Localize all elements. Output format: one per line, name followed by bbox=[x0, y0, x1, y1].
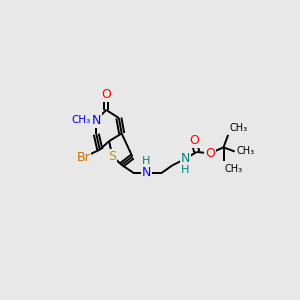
Text: O: O bbox=[189, 134, 199, 147]
Text: CH₃: CH₃ bbox=[229, 123, 248, 133]
Text: CH₃: CH₃ bbox=[71, 115, 90, 125]
Text: H: H bbox=[142, 156, 151, 166]
Text: O: O bbox=[205, 147, 215, 160]
Text: N: N bbox=[181, 152, 190, 165]
Text: N: N bbox=[142, 166, 151, 179]
Text: O: O bbox=[101, 88, 111, 101]
Text: CH₃: CH₃ bbox=[237, 146, 255, 157]
Text: CH₃: CH₃ bbox=[225, 164, 243, 174]
Text: Br: Br bbox=[77, 151, 90, 164]
Text: N: N bbox=[92, 114, 101, 127]
Text: S: S bbox=[108, 150, 116, 163]
Text: H: H bbox=[181, 164, 189, 175]
